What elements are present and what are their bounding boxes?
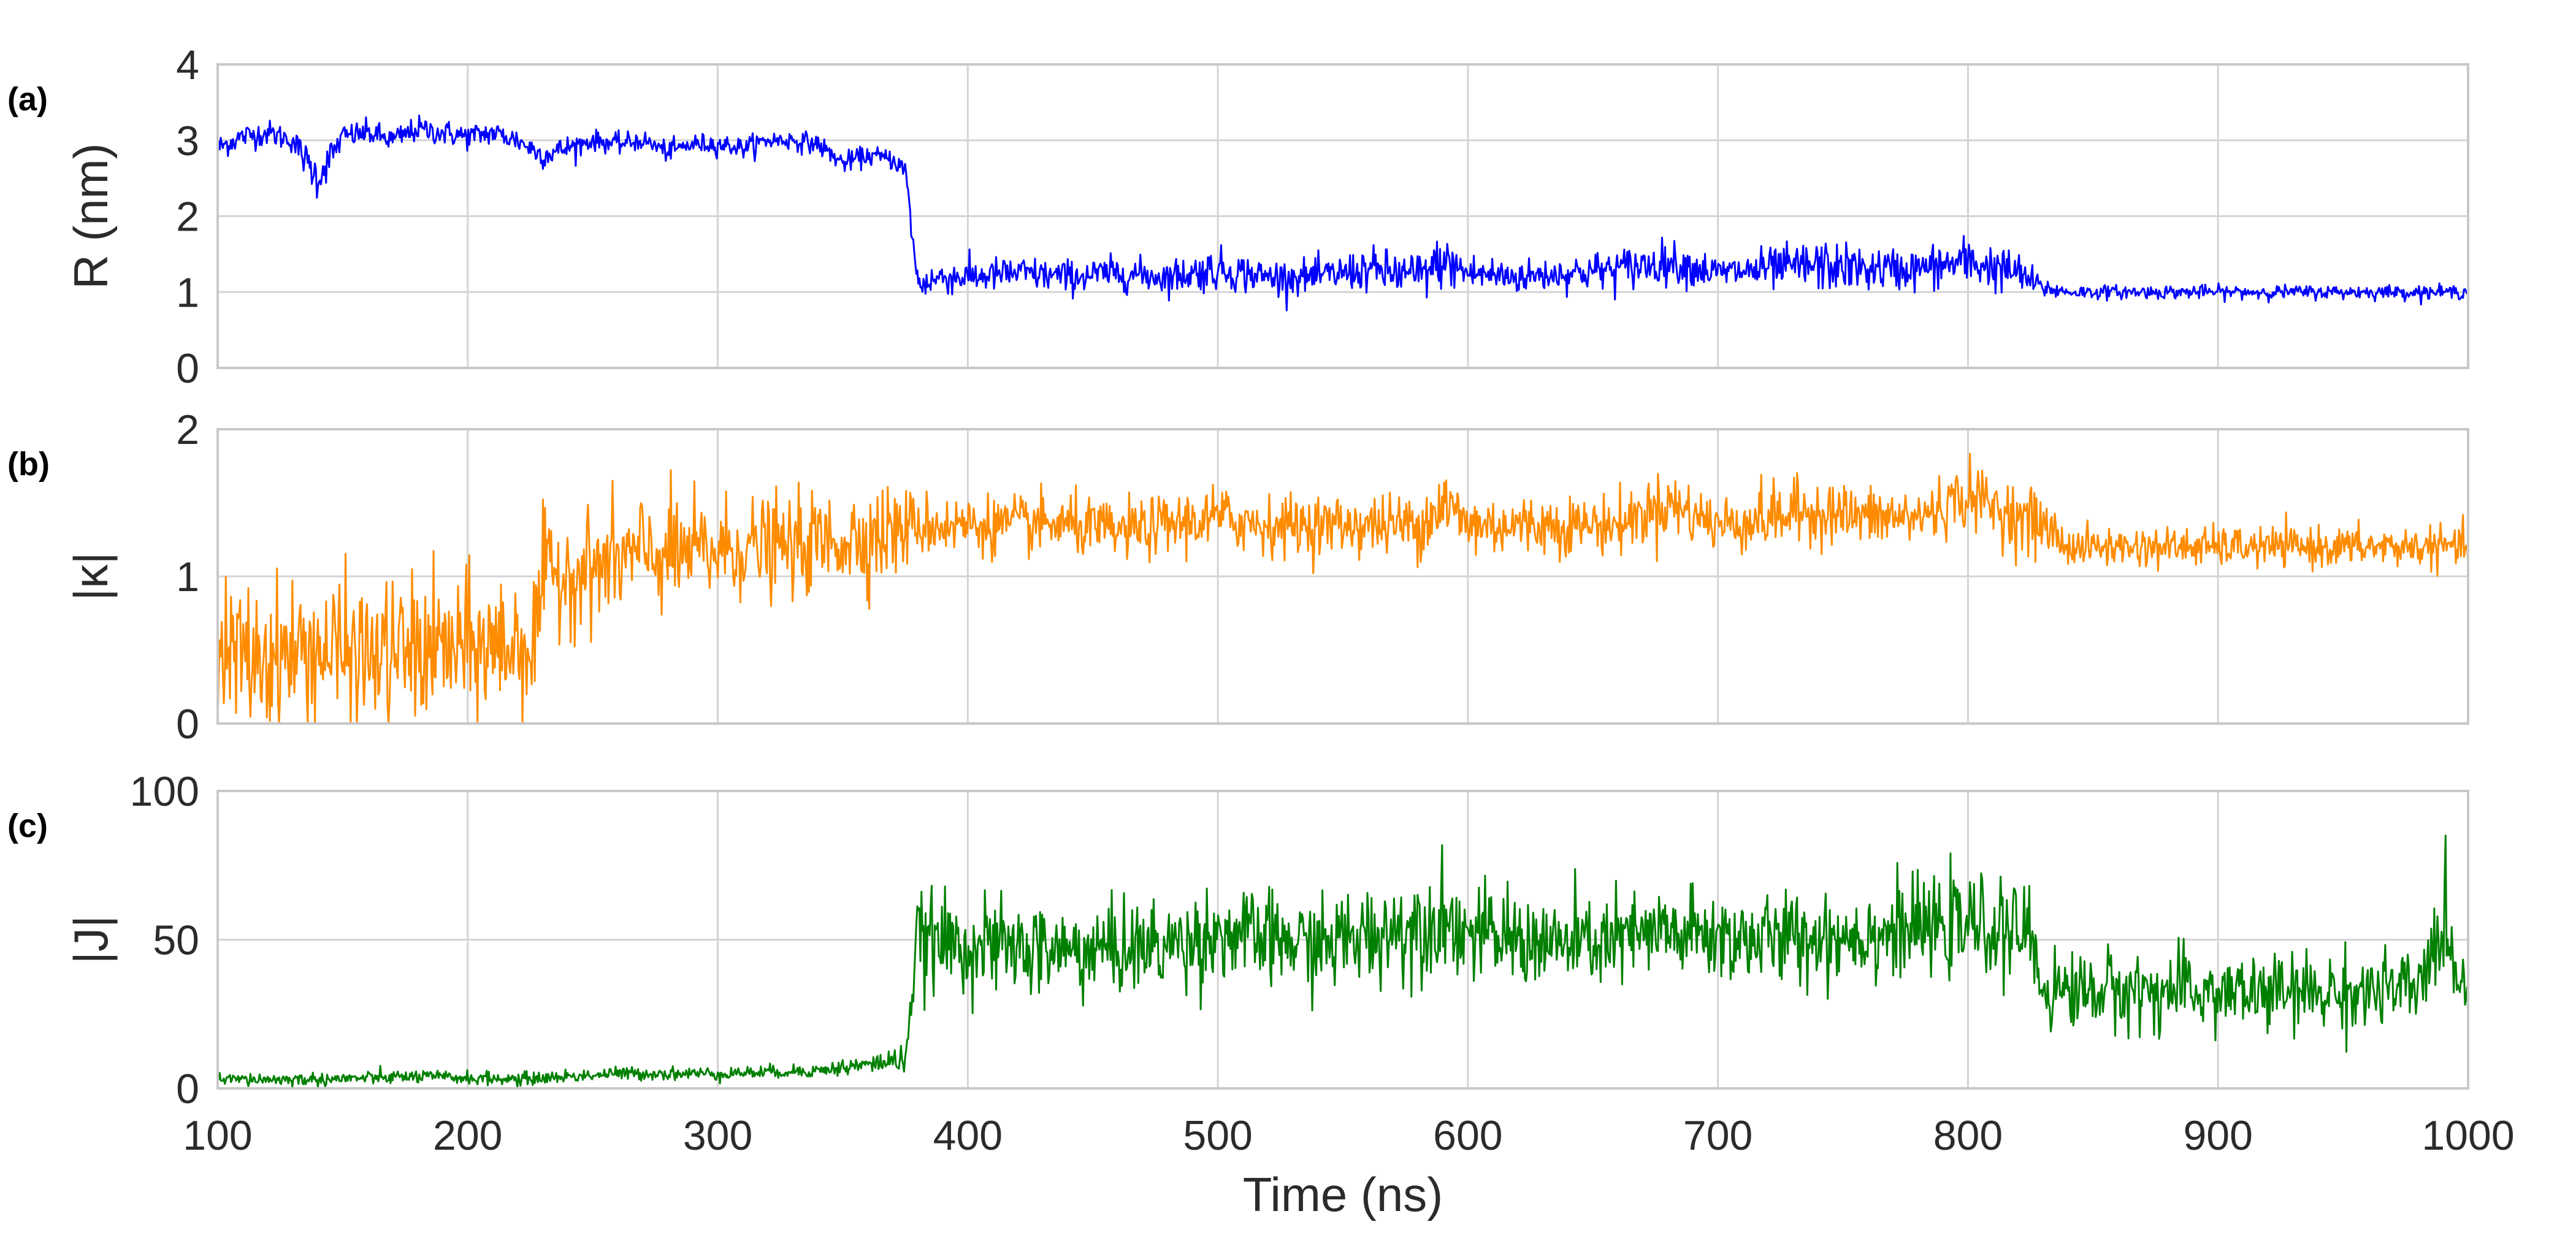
y-tick-label: 2 xyxy=(176,407,199,453)
panel-b: 0 1 2 |κ| (b) xyxy=(7,407,2469,747)
plot-frame xyxy=(216,63,2469,369)
series-line xyxy=(216,453,2469,725)
x-tick-label: 300 xyxy=(683,1112,752,1159)
x-tick-label: 100 xyxy=(183,1112,252,1159)
y-tick-label: 1 xyxy=(176,554,199,600)
y-tick-label: 0 xyxy=(176,345,199,392)
panels-group: 0 1 2 3 4 R (nm) (a) 0 1 2 |κ| (b) 0 50 100 |J| (c) 100 20… xyxy=(7,42,2515,1221)
y-tick-label: 0 xyxy=(176,1066,199,1112)
x-tick-label: 500 xyxy=(1183,1112,1252,1159)
x-tick-label: 400 xyxy=(933,1112,1003,1159)
panel-tag: (c) xyxy=(7,808,48,844)
y-axis-label: |κ| xyxy=(64,552,118,601)
y-tick-label: 4 xyxy=(176,42,199,88)
y-axis-label: R (nm) xyxy=(64,143,118,289)
x-tick-label: 800 xyxy=(1933,1112,2003,1159)
series-line xyxy=(216,114,2469,311)
x-tick-label: 700 xyxy=(1683,1112,1752,1159)
panel-tag: (b) xyxy=(7,446,50,483)
x-tick-label: 1000 xyxy=(2421,1112,2514,1159)
y-tick-label: 1 xyxy=(176,269,199,316)
x-tick-label: 600 xyxy=(1433,1112,1502,1159)
plot-frame xyxy=(216,790,2469,1090)
y-axis-label: |J| xyxy=(64,915,118,965)
plot-frame xyxy=(216,428,2469,725)
series-line xyxy=(216,835,2469,1088)
panel-c: 0 50 100 |J| (c) 100 200 300 400 500 600 700 800 900 1… xyxy=(7,768,2515,1221)
x-tick-label: 900 xyxy=(2183,1112,2252,1159)
y-tick-label: 2 xyxy=(176,194,199,240)
x-tick-label: 200 xyxy=(433,1112,502,1159)
y-tick-label: 3 xyxy=(176,118,199,164)
y-tick-label: 0 xyxy=(176,701,199,747)
y-tick-label: 50 xyxy=(153,917,199,964)
panel-tag: (a) xyxy=(7,81,48,118)
y-tick-label: 100 xyxy=(130,768,199,815)
x-axis-label: Time (ns) xyxy=(1243,1167,1443,1221)
panel-a: 0 1 2 3 4 R (nm) (a) xyxy=(7,42,2469,392)
